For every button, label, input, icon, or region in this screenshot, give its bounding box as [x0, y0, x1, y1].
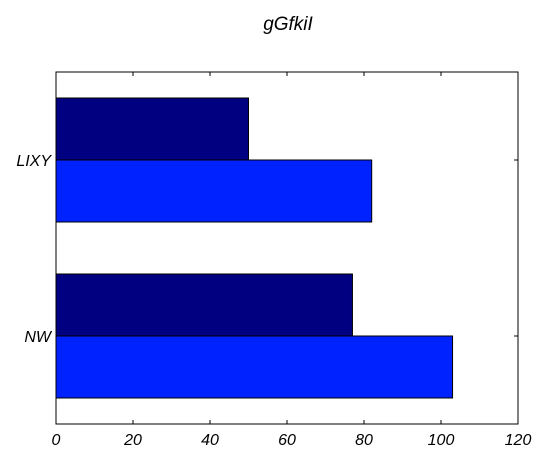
x-tick-label: 80 [355, 432, 373, 449]
bar-lixy-series-2 [55, 159, 373, 223]
x-tick-label: 60 [278, 432, 296, 449]
bars-group [55, 97, 454, 399]
x-tick-label: 40 [201, 432, 219, 449]
bar-nw-series-1 [55, 273, 353, 337]
bar-lixy-series-1 [55, 97, 249, 161]
x-tick-label: 100 [428, 432, 455, 449]
chart-title: gGfkiI [263, 14, 313, 35]
bar-nw-series-2 [55, 335, 454, 399]
y-tick-label: NW [24, 329, 53, 346]
y-tick-label: LIXY [16, 153, 52, 170]
ticks-group: LIXY NW 0 20 40 60 80 100 120 [16, 72, 531, 449]
x-tick-label: 20 [123, 432, 142, 449]
x-tick-label: 120 [505, 432, 532, 449]
x-tick-label: 0 [52, 432, 61, 449]
